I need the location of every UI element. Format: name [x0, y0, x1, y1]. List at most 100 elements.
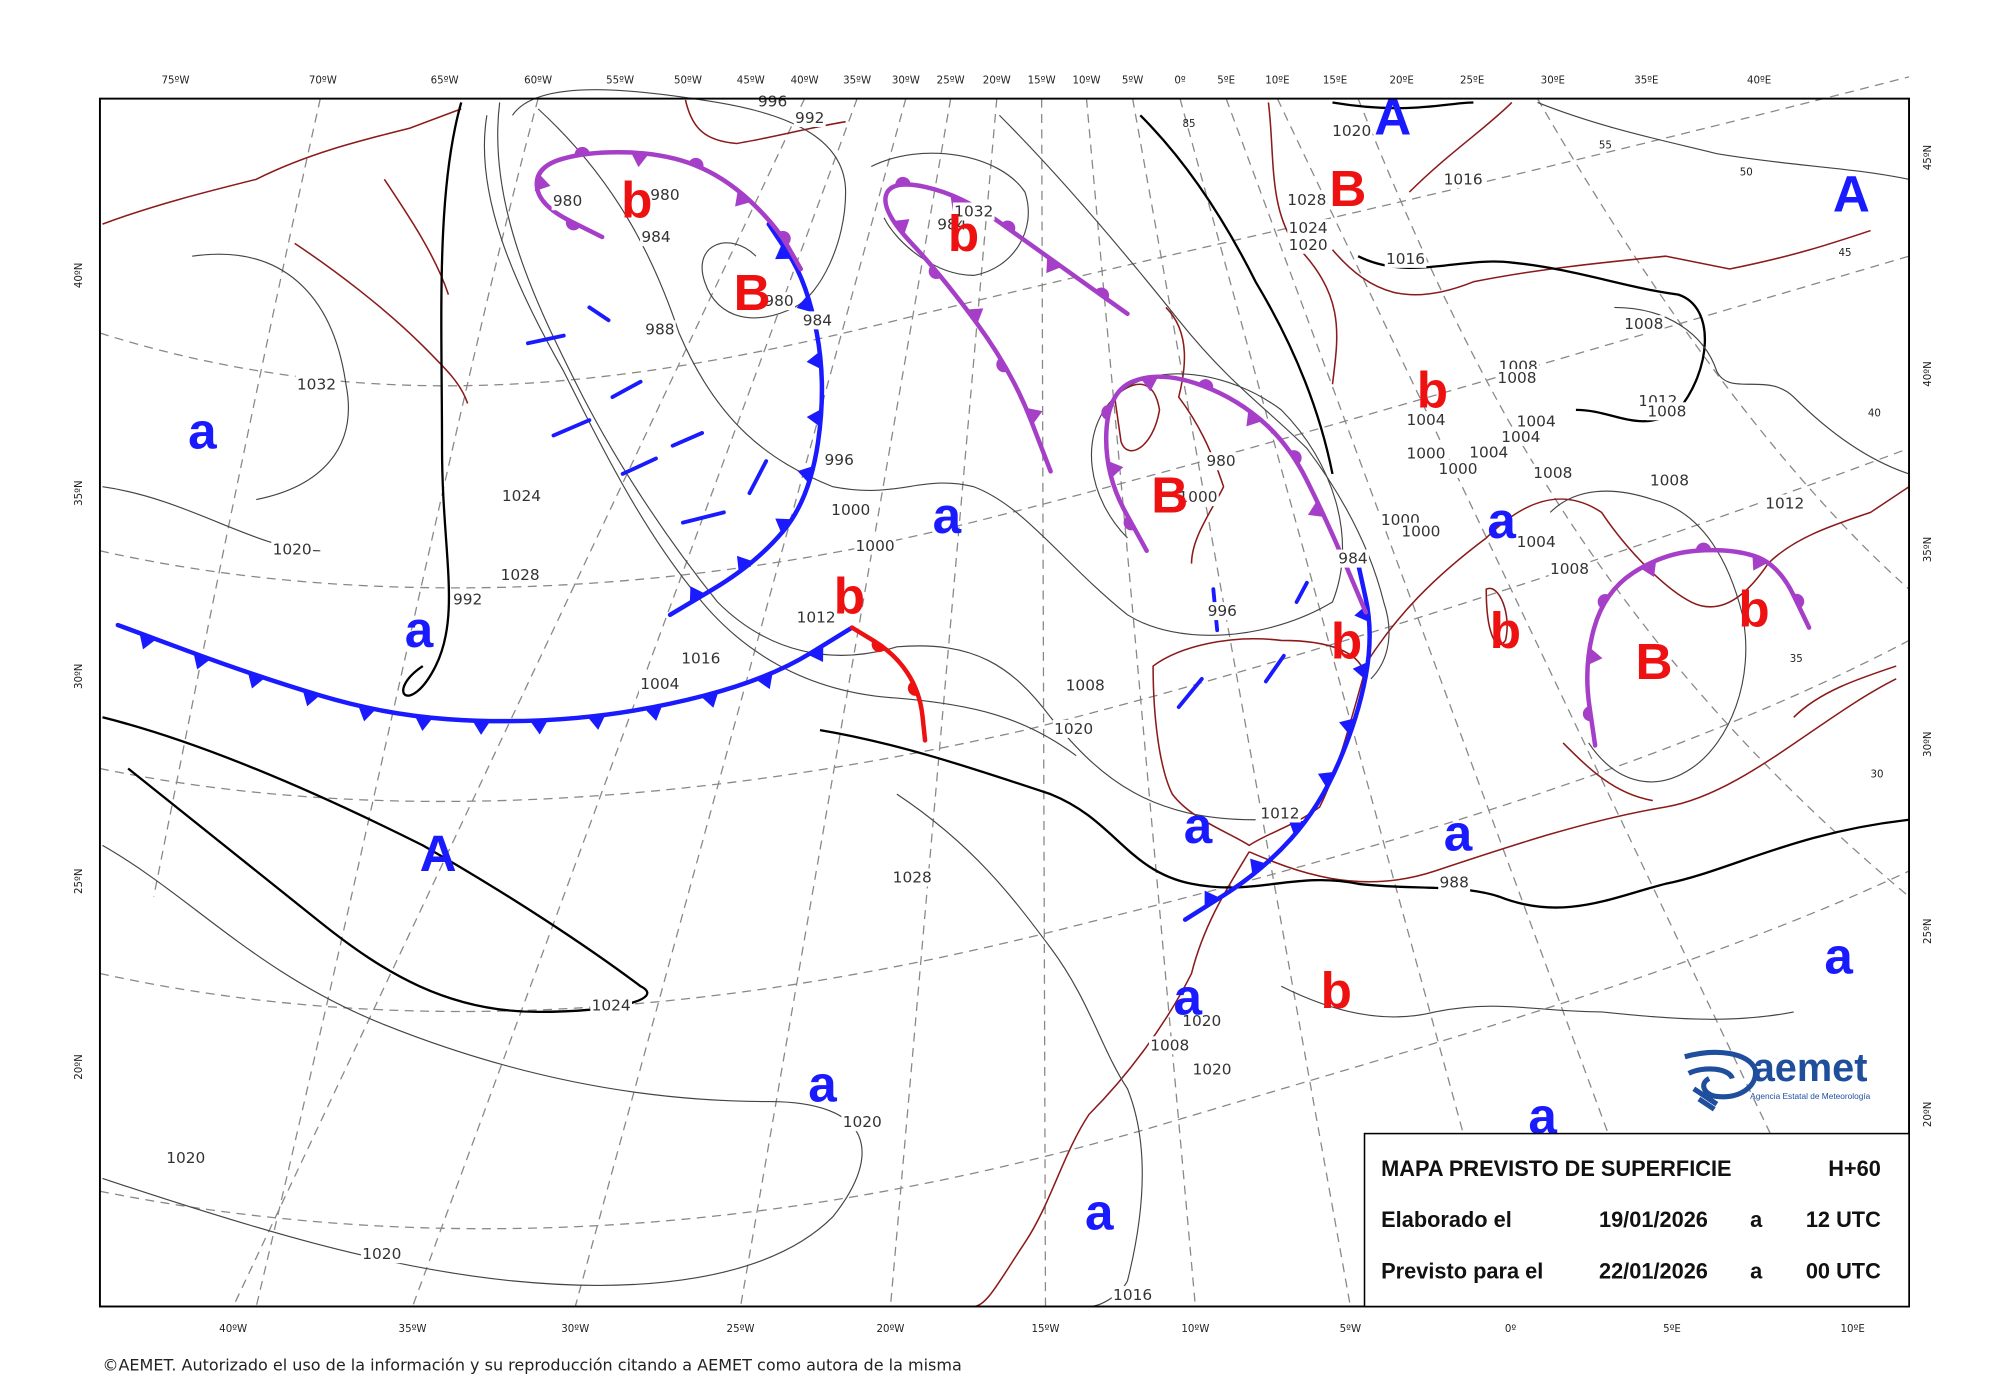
trough: [680, 510, 726, 525]
isobar-label-bg: [793, 108, 826, 127]
isobar-label: 1000: [831, 501, 870, 519]
isobar-label-bg: [1438, 873, 1471, 892]
isobar-label-bg: [1052, 719, 1095, 738]
occluded-front: [1103, 374, 1369, 615]
front-symbol: [1204, 890, 1220, 908]
isobar-label-bg: [763, 292, 795, 311]
front-symbol: [1317, 771, 1335, 788]
isobar-label-bg: [360, 1245, 403, 1264]
low-pressure-centre: B: [1329, 160, 1366, 217]
low-pressure-centre: b: [1417, 361, 1448, 418]
longitude-label: 40ºE: [1747, 74, 1771, 86]
front-symbol: [630, 152, 649, 168]
high-pressure-centre: a: [1444, 805, 1473, 862]
info-row-sep: a: [1750, 1207, 1763, 1232]
longitude-label: 5ºW: [1122, 74, 1143, 86]
high-pressure-centre: A: [420, 825, 457, 882]
info-row-date: 19/01/2026: [1599, 1207, 1708, 1232]
high-pressure-centre: A: [1833, 165, 1870, 222]
isobar-label: 996: [1208, 602, 1237, 620]
isobar-label: 1016: [1386, 250, 1425, 268]
front-symbol: [587, 714, 606, 730]
low-pressure-centre: b: [1490, 602, 1521, 659]
longitude-label: 5ºE: [1663, 1323, 1681, 1335]
front-symbol: [735, 189, 752, 207]
graticule-line: [99, 870, 1910, 1230]
longitude-label: 5ºE: [1217, 74, 1235, 86]
front-symbol: [775, 518, 792, 534]
meridian: [1276, 98, 1854, 1307]
isobar-label: 1020: [1332, 122, 1371, 140]
front-symbol: [1339, 718, 1356, 736]
front-symbol: [1752, 553, 1768, 571]
isobar-label: 1000: [1401, 523, 1440, 541]
isobar-label-bg: [271, 540, 313, 559]
isobar-label-bg: [1259, 804, 1301, 823]
low-pressure-centre: B: [1151, 466, 1188, 523]
front-symbol: [302, 690, 320, 707]
isobar-label: 1004: [1517, 413, 1556, 431]
front-symbol: [1307, 500, 1325, 518]
longitude-label: 40ºW: [219, 1323, 247, 1335]
front-symbol: [1587, 647, 1603, 666]
longitude-label: 70ºW: [309, 74, 337, 86]
longitude-label: 30ºE: [1541, 74, 1565, 86]
latitude-label: 45ºN: [1922, 145, 1934, 171]
longitude-label: 20ºW: [876, 1323, 904, 1335]
info-row-sep: a: [1750, 1258, 1763, 1283]
isobar-label-bg: [590, 996, 632, 1015]
isobar-label: 1008: [1533, 464, 1572, 482]
isobar-label: 1004: [640, 675, 679, 693]
isobar-label: 1028: [501, 566, 540, 584]
front-symbol: [1107, 460, 1124, 479]
info-title: MAPA PREVISTO DE SUPERFICIE: [1381, 1156, 1731, 1181]
isobar-label: 992: [453, 591, 482, 609]
footer: ©AEMET. Autorizado el uso de la informac…: [102, 1356, 961, 1375]
front-symbol: [414, 715, 433, 731]
isobar-label: 1016: [1444, 170, 1483, 188]
isobar-label-bg: [1442, 170, 1484, 189]
front-symbol: [688, 157, 704, 169]
longitude-label: 5ºW: [1340, 1323, 1361, 1335]
latitude-label: 35ºN: [73, 480, 85, 506]
isobar-label: 988: [1440, 874, 1469, 892]
isobar-label: 996: [758, 92, 787, 110]
isobar-label-bg: [854, 536, 896, 555]
cold-front: [115, 622, 855, 724]
isobar-label-bg: [1064, 676, 1107, 695]
low-pressure-centre: b: [834, 568, 865, 625]
isobar-label-bg: [1437, 459, 1479, 478]
front-symbol: [534, 173, 551, 192]
isobar-label: 1000: [1178, 488, 1217, 506]
front-symbol: [139, 633, 157, 650]
isobar-label-bg: [1405, 411, 1447, 430]
latitude-label: 40ºN: [1922, 361, 1934, 387]
isobar-label: 984: [803, 311, 832, 329]
high-pressure-centre: a: [933, 487, 962, 544]
isobar-label: 1004: [1517, 533, 1556, 551]
longitude-label: 35ºE: [1634, 74, 1658, 86]
longitude-label: 30ºW: [561, 1323, 589, 1335]
isobar-label-bg: [1287, 219, 1329, 238]
front-symbol: [736, 555, 753, 573]
low-pressure-centre: b: [1738, 580, 1769, 637]
isobar-label-bg: [1548, 559, 1591, 578]
front-symbol: [1639, 560, 1657, 578]
map-frame: [98, 97, 1910, 1308]
longitude-label: 20ºW: [983, 74, 1011, 86]
isobar-label: 992: [795, 109, 824, 127]
isobar-label-bg: [1286, 190, 1328, 209]
isobar-label-bg: [891, 868, 934, 887]
high-pressure-centre: a: [1824, 927, 1853, 984]
isobar-label: 1004: [1501, 428, 1540, 446]
isobar-label: 1020: [1289, 236, 1328, 254]
isobar-label: 1008: [1150, 1036, 1189, 1054]
longitude-label: 45ºW: [737, 74, 765, 86]
isobar-label: 1032: [297, 375, 336, 393]
fronts: [115, 146, 1812, 922]
longitude-label: 15ºW: [1031, 1323, 1059, 1335]
high-pressure-centre: a: [1487, 492, 1516, 549]
isobar-label-bg: [1496, 368, 1538, 387]
graticule-label: 30: [1870, 768, 1883, 780]
low-pressure-centre: b: [1331, 612, 1362, 669]
